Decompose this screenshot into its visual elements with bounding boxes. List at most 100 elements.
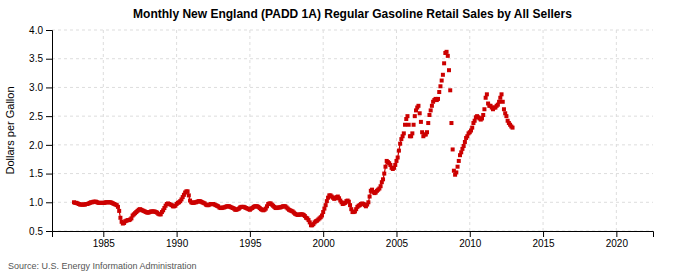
line [74,133,404,225]
point [446,54,450,58]
tick-mark [103,231,104,237]
marker [396,155,400,159]
tick: 2010 [459,231,482,249]
grid-line [103,30,104,231]
point [410,131,414,135]
marker [320,213,324,217]
tick: 1990 [166,231,189,249]
point [429,108,433,112]
tick-mark [46,87,52,88]
point [445,50,449,54]
tick-mark [250,231,251,237]
point [463,140,467,144]
tick: 2005 [386,231,409,249]
tick: 1985 [93,231,116,249]
marker [187,193,191,197]
grid-line [52,116,653,117]
point [427,113,431,117]
grid-line [52,173,653,174]
point [459,150,463,154]
point [498,96,502,100]
marker [366,200,370,204]
tick-label: 1985 [93,238,116,249]
grid-line [52,58,653,59]
point [407,123,411,127]
marker [321,210,325,214]
tick: 3.0 [29,82,52,93]
marker [398,142,402,146]
marker [368,195,372,199]
point [456,165,460,169]
point [412,123,416,127]
tick-label: 1995 [239,238,262,249]
marker [186,189,190,193]
point [462,144,466,148]
tick-label: 1.5 [29,168,43,179]
grid-line [176,30,177,231]
grid-line [52,87,653,88]
axis-line [46,31,53,232]
tick: 2020 [606,231,629,249]
tick-label: 2015 [532,238,555,249]
annotation: Source: U.S. Energy Information Administ… [8,261,197,271]
tick: 1.0 [29,197,52,208]
tick-label: 4.0 [29,25,43,36]
point [454,170,458,174]
point [442,61,446,65]
tick-mark [396,231,397,237]
tick: 2015 [532,231,555,249]
point [405,114,409,118]
tick-label: 2.0 [29,140,43,151]
point [473,119,477,123]
marker [402,131,406,135]
tick-label: 3.5 [29,53,43,64]
point [447,68,451,72]
tick-mark [46,145,52,146]
tick: 2.5 [29,111,52,122]
point [504,114,508,118]
point [413,114,417,118]
grid-line [52,30,653,31]
point [484,96,488,100]
grid-line [52,202,653,203]
tick-mark [616,231,617,237]
marker [381,177,385,181]
marker [379,184,383,188]
marker [383,165,387,169]
point [426,121,430,125]
marker [394,159,398,163]
tick-label: 3.0 [29,82,43,93]
marks [72,50,515,227]
marker [325,199,329,203]
tick-mark [46,174,52,175]
tick-label: 2.5 [29,111,43,122]
series [403,50,515,177]
tick-mark [323,231,324,237]
point [501,100,505,104]
point [497,100,501,104]
grid-line [52,144,653,145]
marker [117,209,121,213]
tick-label: 2000 [313,238,336,249]
tick-label: 2010 [459,238,482,249]
tick-mark [46,202,52,203]
tick-mark [46,59,52,60]
point [440,79,444,83]
tick-label: 1990 [166,238,189,249]
point [425,130,429,134]
tick: 1.5 [29,168,52,179]
point [502,107,506,111]
tick-label: 0.5 [29,226,43,237]
point [441,73,445,77]
point [437,90,441,94]
point [438,84,442,88]
point [470,126,474,130]
tick: 1995 [239,231,262,249]
marker [347,200,351,204]
tick: 2.0 [29,140,52,151]
marker [348,203,352,207]
title: Monthly New England (PADD 1A) Regular Ga… [133,7,572,21]
grid-line [249,30,250,231]
axis-line [53,232,654,238]
point [448,88,452,92]
